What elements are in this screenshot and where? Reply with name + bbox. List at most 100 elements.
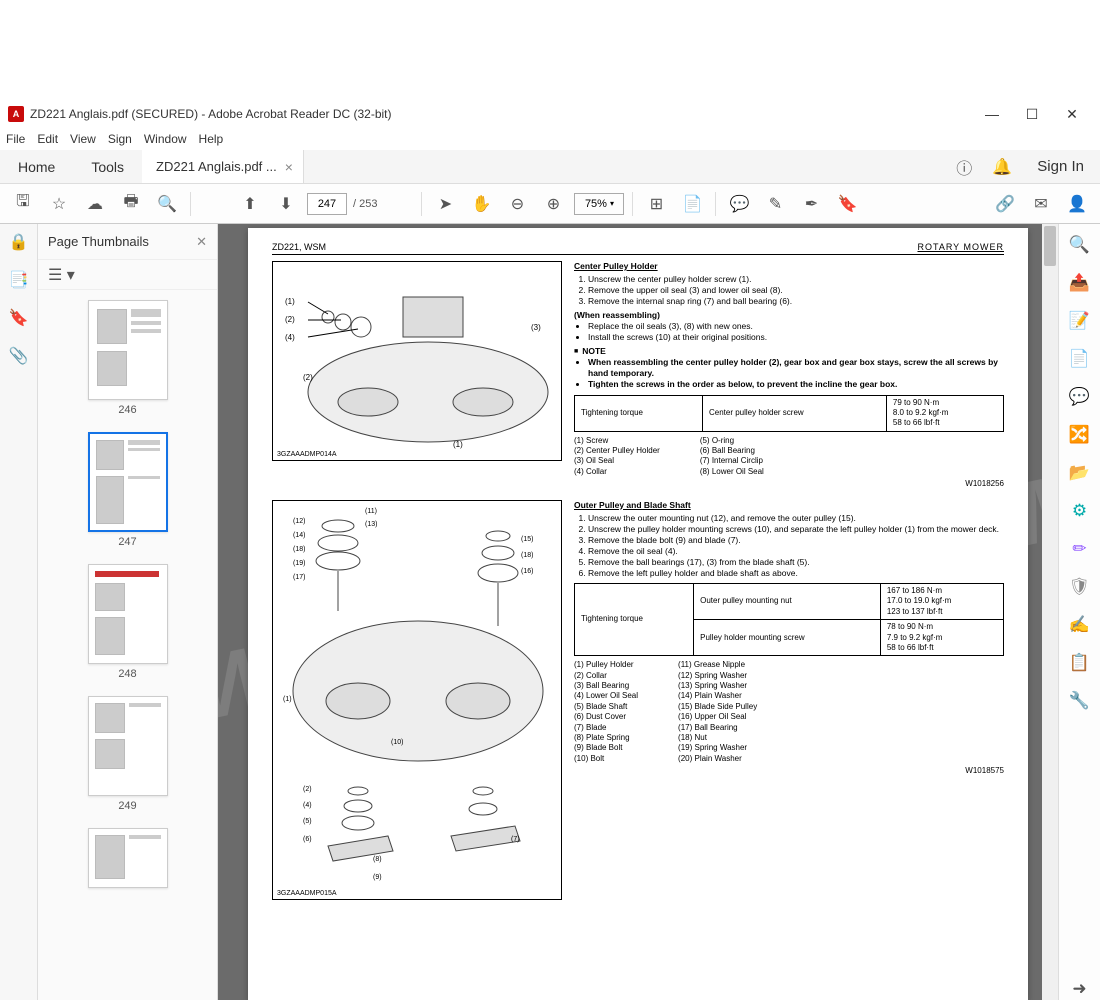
thumb-label: 249 (118, 800, 136, 812)
thumbnail-options[interactable]: ☰ ▾ (38, 260, 217, 290)
menu-sign[interactable]: Sign (108, 132, 132, 146)
combine-icon[interactable]: 🔀 (1069, 424, 1091, 446)
titlebar: A ZD221 Anglais.pdf (SECURED) - Adobe Ac… (0, 100, 1100, 128)
pdf-page: ZD221, WSM ROTARY MOWER (248, 228, 1028, 1000)
close-button[interactable]: ✕ (1052, 100, 1092, 128)
help-icon[interactable]: ⓘ (945, 150, 983, 183)
save-icon[interactable]: 🖫 (8, 189, 38, 219)
comment-icon[interactable]: 💬 (724, 189, 754, 219)
page-up-icon[interactable]: ⬆ (235, 189, 265, 219)
search-icon[interactable]: 🔍 (152, 189, 182, 219)
fit-icon[interactable]: ⊞ (641, 189, 671, 219)
svg-text:(1): (1) (283, 696, 292, 703)
star-icon[interactable]: ☆ (44, 189, 74, 219)
compress-icon[interactable]: ⚙ (1069, 500, 1091, 522)
svg-text:(1): (1) (453, 440, 463, 449)
highlight-icon[interactable]: ✎ (760, 189, 790, 219)
figure-1: (1) (2) (3) (4) (2) (1) 3GZAAADMP014A (272, 261, 562, 461)
export-pdf-icon[interactable]: 📤 (1069, 272, 1091, 294)
menu-window[interactable]: Window (144, 132, 187, 146)
page-view[interactable]: WWW.EPCDEPO.COM ZD221, WSM ROTARY MOWER (218, 224, 1058, 1000)
organize-icon[interactable]: 📂 (1069, 462, 1091, 484)
protect-icon[interactable]: 🛡 (1069, 576, 1091, 598)
svg-text:(2): (2) (285, 315, 295, 324)
section-1-title: Center Pulley Holder (574, 261, 1004, 272)
svg-text:(7): (7) (511, 836, 520, 843)
reading-icon[interactable]: 📄 (677, 189, 707, 219)
thumb-item[interactable]: 246 (38, 300, 217, 416)
thumb-label: 246 (118, 404, 136, 416)
sign-icon[interactable]: ✒ (796, 189, 826, 219)
figure-2: (11) (13) (12) (14) (18) (19) (17) (15) … (272, 500, 562, 900)
svg-text:(18): (18) (521, 552, 533, 559)
attachment-icon[interactable]: 📎 (9, 346, 29, 366)
svg-text:(11): (11) (365, 508, 377, 515)
mail-icon[interactable]: ✉ (1026, 189, 1056, 219)
more-tools-icon[interactable]: 🔧 (1069, 690, 1091, 712)
thumbnail-close-icon[interactable]: ✕ (196, 234, 207, 250)
convert-icon[interactable]: 📋 (1069, 652, 1091, 674)
bell-icon[interactable]: 🔔 (983, 150, 1021, 183)
thumb-item[interactable]: 248 (38, 564, 217, 680)
blank-region (0, 0, 1100, 100)
svg-text:(13): (13) (365, 521, 377, 528)
svg-text:(2): (2) (303, 786, 312, 793)
minimize-button[interactable]: — (972, 100, 1012, 128)
tab-home[interactable]: Home (0, 150, 73, 183)
svg-text:(12): (12) (293, 518, 305, 525)
comment-tool-icon[interactable]: 💬 (1069, 386, 1091, 408)
thumbnail-panel: Page Thumbnails ✕ ☰ ▾ 246 247 248 249 (38, 224, 218, 1000)
thumb-item[interactable]: 249 (38, 696, 217, 812)
zoom-select[interactable]: 75%▾ (574, 193, 624, 215)
svg-text:(10): (10) (391, 739, 403, 746)
cloud-icon[interactable]: ☁ (80, 189, 110, 219)
svg-text:(17): (17) (293, 574, 305, 581)
sign-in-button[interactable]: Sign In (1021, 150, 1100, 183)
thumbnail-list[interactable]: 246 247 248 249 (38, 290, 217, 1000)
pdf-icon: A (8, 106, 24, 122)
menu-view[interactable]: View (70, 132, 96, 146)
thumb-label: 248 (118, 668, 136, 680)
tab-document[interactable]: ZD221 Anglais.pdf ... × (142, 150, 304, 183)
menu-help[interactable]: Help (199, 132, 224, 146)
page-scrollbar[interactable] (1042, 224, 1058, 1000)
tabbar: Home Tools ZD221 Anglais.pdf ... × ⓘ 🔔 S… (0, 150, 1100, 184)
svg-text:(14): (14) (293, 532, 305, 539)
doc-header-left: ZD221, WSM (272, 242, 326, 252)
thumbnails-icon[interactable]: 📑 (9, 270, 29, 290)
svg-text:(16): (16) (521, 568, 533, 575)
bookmark-icon[interactable]: 🔖 (9, 308, 29, 328)
collapse-rail-icon[interactable]: ➜ (1069, 978, 1091, 1000)
redact-icon[interactable]: ✏ (1069, 538, 1091, 560)
figure-1-svg: (1) (2) (3) (4) (2) (1) (273, 262, 561, 460)
stamp-icon[interactable]: 🔖 (832, 189, 862, 219)
menu-file[interactable]: File (6, 132, 25, 146)
zoom-out-icon[interactable]: ⊖ (502, 189, 532, 219)
create-pdf-icon[interactable]: 📄 (1069, 348, 1091, 370)
toolbar: 🖫 ☆ ☁ 🖶 🔍 ⬆ ⬇ / 253 ➤ ✋ ⊖ ⊕ 75%▾ ⊞ 📄 💬 ✎… (0, 184, 1100, 224)
hand-icon[interactable]: ✋ (466, 189, 496, 219)
zoom-in-icon[interactable]: ⊕ (538, 189, 568, 219)
figure-1-caption: 3GZAAADMP014A (277, 451, 337, 458)
tab-close-icon[interactable]: × (285, 159, 293, 175)
doc-header-right: ROTARY MOWER (917, 242, 1004, 252)
fill-sign-icon[interactable]: ✍ (1069, 614, 1091, 636)
share-person-icon[interactable]: 👤 (1062, 189, 1092, 219)
zoom-tool-icon[interactable]: 🔍 (1069, 234, 1091, 256)
edit-pdf-icon[interactable]: 📝 (1069, 310, 1091, 332)
maximize-button[interactable]: ☐ (1012, 100, 1052, 128)
menu-edit[interactable]: Edit (37, 132, 58, 146)
lock-icon[interactable]: 🔒 (9, 232, 29, 252)
section-2-title: Outer Pulley and Blade Shaft (574, 500, 1004, 511)
page-number-input[interactable] (307, 193, 347, 215)
link-icon[interactable]: 🔗 (990, 189, 1020, 219)
figure-2-caption: 3GZAAADMP015A (277, 890, 337, 897)
thumb-item[interactable]: 247 (38, 432, 217, 548)
tab-tools[interactable]: Tools (73, 150, 142, 183)
print-icon[interactable]: 🖶 (116, 189, 146, 219)
svg-text:(6): (6) (303, 836, 312, 843)
pointer-icon[interactable]: ➤ (430, 189, 460, 219)
thumb-item[interactable] (38, 828, 217, 892)
svg-text:(4): (4) (303, 802, 312, 809)
page-down-icon[interactable]: ⬇ (271, 189, 301, 219)
